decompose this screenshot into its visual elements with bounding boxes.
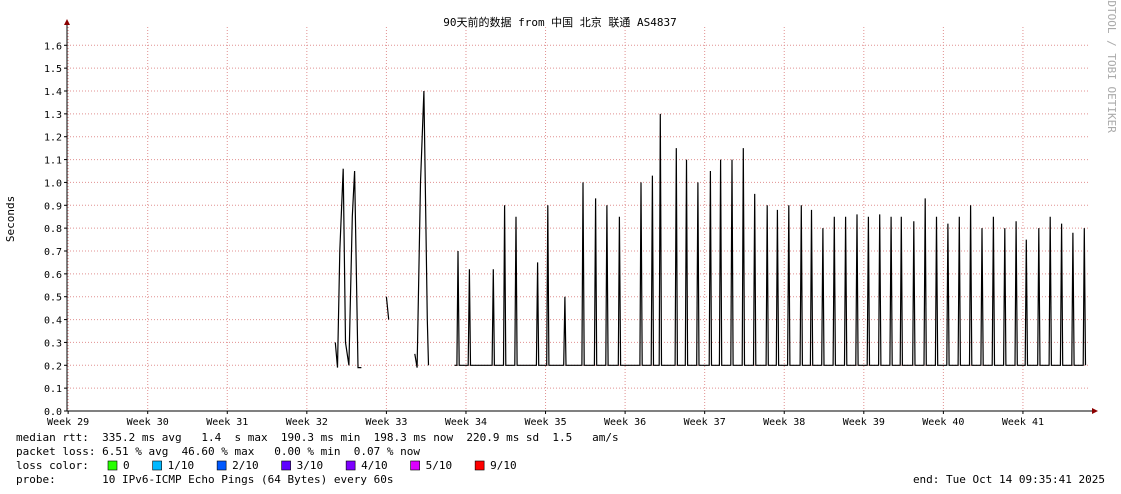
- y-tick-label: 1.0: [44, 178, 62, 189]
- y-tick-label: 0.0: [44, 407, 62, 418]
- loss-legend-label: 2/10: [232, 459, 259, 472]
- y-tick-label: 0.7: [44, 247, 62, 258]
- y-tick-label: 1.6: [44, 41, 62, 52]
- x-tick-label: Week 34: [445, 417, 487, 428]
- y-tick-label: 1.4: [44, 87, 62, 98]
- loss-swatch: [152, 460, 162, 471]
- x-tick-label: Week 35: [524, 417, 566, 428]
- y-tick-label: 1.2: [44, 133, 62, 144]
- loss-legend-label: 9/10: [490, 459, 517, 472]
- y-tick-label: 0.5: [44, 293, 62, 304]
- chart-title: 90天前的数据 from 中国 北京 联通 AS4837: [443, 15, 677, 29]
- y-axis-label: Seconds: [4, 196, 17, 242]
- y-tick-label: 0.3: [44, 338, 62, 349]
- y-tick-label: 0.6: [44, 270, 62, 281]
- loss-legend-label: 4/10: [361, 459, 388, 472]
- watermark: RRDTOOL / TOBI OETIKER: [1105, 0, 1118, 133]
- loss-stats: packet loss: 6.51 % avg 46.60 % max 0.00…: [16, 445, 420, 458]
- y-tick-label: 0.1: [44, 384, 62, 395]
- loss-swatch: [410, 460, 420, 471]
- x-tick-label: Week 38: [763, 417, 805, 428]
- median-stats: median rtt: 335.2 ms avg 1.4 s max 190.3…: [16, 431, 619, 444]
- x-tick-label: Week 29: [47, 417, 89, 428]
- marks: [334, 90, 1087, 369]
- rtt-line: [334, 90, 1087, 369]
- x-tick-label: Week 31: [206, 417, 248, 428]
- loss-legend-label: 3/10: [297, 459, 324, 472]
- loss-legend-label: 0: [123, 459, 130, 472]
- loss-swatch: [474, 460, 485, 471]
- y-tick-label: 1.1: [44, 156, 62, 167]
- end-time: end: Tue Oct 14 09:35:41 2025: [913, 473, 1105, 486]
- y-tick-label: 0.8: [44, 224, 62, 235]
- x-tick-label: Week 41: [1002, 417, 1044, 428]
- loss-legend: 0 1/10 2/10 3/10 4/10 5/10 9/10: [107, 459, 517, 472]
- x-tick-label: Week 37: [684, 417, 726, 428]
- y-arrow: [64, 19, 70, 25]
- y-tick-label: 1.5: [44, 64, 62, 75]
- y-tick-label: 1.3: [44, 110, 62, 121]
- loss-swatch: [281, 460, 291, 471]
- x-tick-label: Week 32: [286, 417, 328, 428]
- y-tick-label: 0.2: [44, 361, 62, 372]
- loss-swatch: [216, 460, 227, 471]
- loss-swatch: [107, 460, 118, 471]
- x-arrow: [1092, 408, 1098, 414]
- x-tick-label: Week 36: [604, 417, 646, 428]
- x-tick-label: Week 30: [127, 417, 169, 428]
- x-tick-label: Week 33: [365, 417, 407, 428]
- x-tick-label: Week 39: [843, 417, 885, 428]
- loss-legend-label: 1/10: [168, 459, 195, 472]
- x-tick-label: Week 40: [922, 417, 964, 428]
- y-tick-label: 0.9: [44, 201, 62, 212]
- grid: [67, 27, 1090, 412]
- y-tick-label: 0.4: [44, 316, 62, 327]
- probe: probe: 10 IPv6-ICMP Echo Pings (64 Bytes…: [16, 473, 394, 486]
- loss-swatch: [345, 460, 356, 471]
- loss-legend-label: 5/10: [426, 459, 453, 472]
- loss-color-label: loss color:: [16, 459, 89, 472]
